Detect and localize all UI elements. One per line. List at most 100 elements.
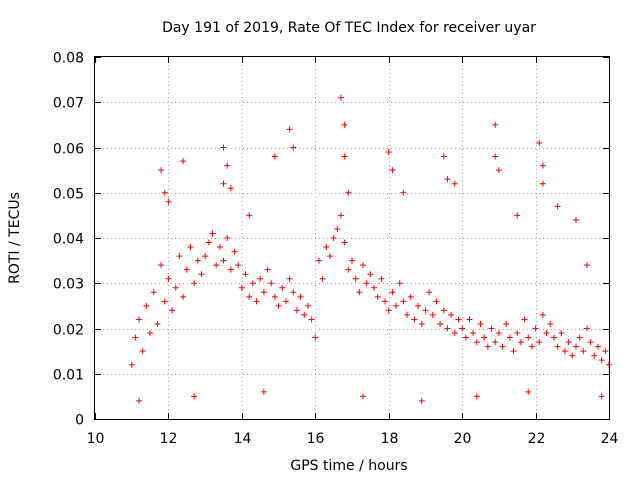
data-point [506, 334, 513, 341]
data-point [136, 316, 143, 323]
data-point [444, 176, 451, 183]
data-point [492, 153, 499, 160]
data-point [194, 257, 201, 264]
y-tick-label: 0.01 [53, 368, 84, 384]
data-point [598, 393, 605, 400]
data-point [220, 257, 227, 264]
data-point [235, 262, 242, 269]
data-points [128, 94, 612, 404]
data-point [444, 325, 451, 332]
data-point [400, 298, 407, 305]
data-point [499, 343, 506, 350]
data-point [341, 239, 348, 246]
data-point [543, 330, 550, 337]
data-point [536, 339, 543, 346]
data-point [158, 167, 165, 174]
data-point [473, 339, 480, 346]
data-point [561, 348, 568, 355]
data-point [451, 180, 458, 187]
data-point [539, 162, 546, 169]
data-point [525, 334, 532, 341]
data-point [385, 307, 392, 314]
y-tick-label: 0 [75, 413, 84, 429]
data-point [183, 266, 190, 273]
y-tick-label: 0.03 [53, 277, 84, 293]
data-point [371, 284, 378, 291]
data-point [139, 348, 146, 355]
data-point [565, 339, 572, 346]
data-point [602, 348, 609, 355]
data-point [271, 293, 278, 300]
x-tick-label: 20 [454, 431, 472, 447]
data-point [477, 320, 484, 327]
y-tick-label: 0.08 [53, 51, 84, 67]
data-point [213, 262, 220, 269]
data-point [462, 334, 469, 341]
data-point [466, 316, 473, 323]
data-point [528, 343, 535, 350]
data-point [385, 149, 392, 156]
data-point [165, 275, 172, 282]
data-point [547, 320, 554, 327]
data-point [554, 343, 561, 350]
data-point [378, 275, 385, 282]
data-point [598, 357, 605, 364]
data-point [550, 334, 557, 341]
tick-labels: 10 12 14 16 18 20 22 24 0 0.01 0.02 0.03 0.04 0.05 0.0… [53, 51, 619, 448]
data-point [426, 289, 433, 296]
chart-title: Day 191 of 2019, Rate Of TEC Index for r… [162, 20, 536, 36]
data-point [495, 330, 502, 337]
data-point [572, 216, 579, 223]
data-point [301, 311, 308, 318]
data-point [334, 225, 341, 232]
y-tick-label: 0.02 [53, 323, 84, 339]
data-point [539, 180, 546, 187]
data-point [304, 302, 311, 309]
data-point [418, 397, 425, 404]
data-point [558, 330, 565, 337]
data-point [481, 334, 488, 341]
data-point [514, 330, 521, 337]
data-point [367, 271, 374, 278]
data-point [169, 307, 176, 314]
data-point [400, 189, 407, 196]
data-point [161, 189, 168, 196]
data-point [176, 253, 183, 260]
data-point [389, 289, 396, 296]
data-point [271, 153, 278, 160]
data-point [180, 158, 187, 165]
data-point [470, 330, 477, 337]
data-point [136, 397, 143, 404]
data-point [594, 343, 601, 350]
data-point [411, 316, 418, 323]
data-point [539, 311, 546, 318]
x-tick-label: 22 [528, 431, 546, 447]
data-point [227, 266, 234, 273]
y-axis-label: ROTI / TECUs [7, 192, 23, 284]
y-tick-label: 0.05 [53, 187, 84, 203]
y-tick-label: 0.07 [53, 96, 84, 112]
data-point [440, 153, 447, 160]
data-point [349, 257, 355, 264]
data-point [341, 121, 348, 128]
data-point [319, 275, 326, 282]
data-point [260, 388, 267, 395]
data-point [165, 198, 172, 205]
data-point [275, 302, 282, 309]
data-point [404, 311, 411, 318]
data-point [576, 334, 583, 341]
data-point [448, 311, 455, 318]
data-point [290, 144, 297, 151]
data-point [224, 235, 231, 241]
data-point [150, 289, 157, 296]
data-point [407, 293, 414, 300]
data-point [326, 253, 333, 260]
data-point [220, 144, 227, 151]
data-point [492, 121, 499, 128]
data-point [517, 339, 524, 346]
data-point [246, 293, 253, 300]
x-tick-label: 16 [307, 431, 325, 447]
data-point [554, 203, 561, 210]
data-point [238, 284, 245, 291]
